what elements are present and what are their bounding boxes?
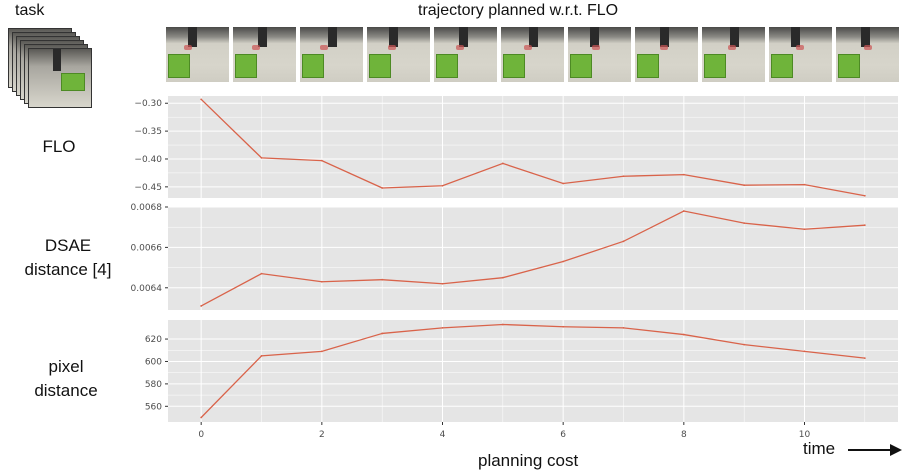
data-point [381, 278, 384, 281]
data-point [501, 323, 504, 326]
data-point [622, 326, 625, 329]
data-point [200, 305, 203, 307]
data-point [260, 272, 263, 275]
x-tick-label: 10 [799, 430, 811, 440]
series-line [200, 98, 865, 197]
data-point [260, 354, 263, 357]
panel-background [168, 320, 898, 422]
data-point [562, 182, 565, 185]
data-point [381, 187, 384, 189]
data-point [441, 184, 444, 187]
y-tick-label: 0.0064 [131, 284, 163, 294]
trajectory-frame [166, 27, 229, 82]
data-point [501, 162, 504, 165]
x-tick-label: 0 [198, 430, 204, 440]
x-tick-label: 6 [560, 430, 566, 440]
data-point [260, 156, 263, 159]
trajectory-frame [769, 27, 832, 82]
data-point [501, 276, 504, 279]
data-point [320, 159, 323, 162]
data-point [803, 183, 806, 186]
row-label-pixel: pixel distance [34, 357, 98, 400]
data-point [863, 224, 866, 227]
data-point [562, 260, 565, 263]
y-tick-label: 0.0066 [131, 243, 163, 253]
y-tick-label: 620 [145, 335, 162, 345]
trajectory-frame [233, 27, 296, 82]
data-point [441, 326, 444, 329]
data-point [863, 357, 866, 360]
data-point [803, 350, 806, 353]
data-point [743, 184, 746, 187]
trajectory-frame [702, 27, 765, 82]
y-tick-label: −0.30 [134, 99, 162, 109]
chart-panel-2: 560 580 600 620 0 2 4 6 8 10 [145, 320, 898, 440]
y-tick-label: 580 [145, 380, 162, 390]
row-label-dsae: DSAE distance [4] [24, 236, 112, 279]
data-point [320, 350, 323, 353]
series-line [200, 323, 865, 418]
row-label-flo: FLO [42, 137, 76, 156]
y-tick-label: 600 [145, 357, 162, 367]
y-tick-label: 0.0068 [131, 203, 163, 213]
data-point [682, 210, 685, 212]
trajectory-frame [434, 27, 497, 82]
data-point [320, 280, 323, 283]
data-point [743, 222, 746, 225]
y-tick-label: −0.45 [134, 183, 162, 193]
chart-panel-1: 0.0064 0.0066 0.0068 [131, 203, 898, 310]
trajectory-frame [836, 27, 899, 82]
data-point [803, 228, 806, 231]
data-point [743, 343, 746, 346]
data-point [622, 240, 625, 243]
data-point [200, 98, 203, 101]
data-point [622, 175, 625, 178]
data-point [381, 332, 384, 335]
time-arrow-icon [848, 444, 902, 456]
data-point [863, 194, 866, 197]
trajectory-label: trajectory planned w.r.t. FLO [418, 2, 619, 19]
data-point [441, 282, 444, 285]
time-label: time [803, 439, 836, 458]
panel-background [168, 96, 898, 198]
task-label: task [15, 2, 45, 19]
trajectory-frame [300, 27, 363, 82]
data-point [682, 333, 685, 336]
data-point [200, 416, 203, 419]
x-tick-label: 8 [681, 430, 687, 440]
y-tick-label: −0.35 [134, 127, 162, 137]
data-point [682, 173, 685, 176]
y-tick-label: −0.40 [134, 155, 162, 165]
x-tick-label: 2 [319, 430, 325, 440]
x-tick-label: 4 [440, 430, 446, 440]
trajectory-frame [635, 27, 698, 82]
x-axis-label: planning cost [478, 451, 579, 470]
panel-background [168, 207, 898, 310]
chart-panel-0: −0.30 −0.35 −0.40 −0.45 [134, 96, 898, 198]
data-point [562, 325, 565, 328]
trajectory-frame [568, 27, 631, 82]
series-line [200, 210, 865, 307]
trajectory-frame [501, 27, 564, 82]
y-tick-label: 560 [145, 402, 162, 412]
trajectory-frame [367, 27, 430, 82]
